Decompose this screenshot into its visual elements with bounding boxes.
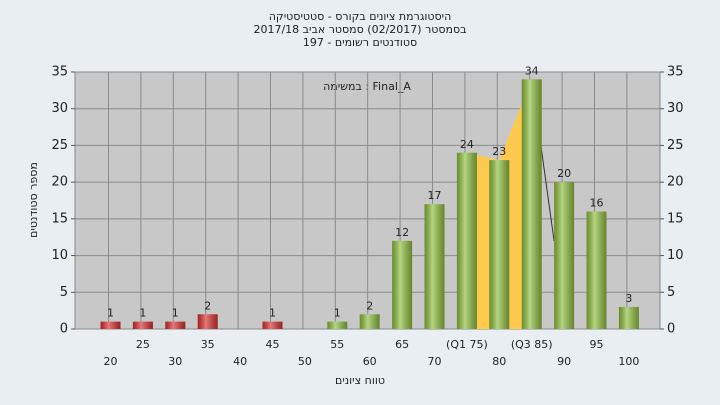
chart-subtitle: בסמסטר (02/2017) סמסטר אביב 2017/18 — [253, 23, 466, 36]
x-tick-label: 45 — [266, 338, 280, 351]
bar-shade — [327, 321, 348, 329]
data-label: 1 — [269, 307, 276, 320]
data-label: 1 — [172, 307, 179, 320]
x-tick-label: 20 — [104, 355, 118, 368]
y2-tick-label: 10 — [667, 248, 684, 263]
data-label: 3 — [625, 292, 632, 305]
x-axis-label: טווח ציונים — [335, 374, 385, 387]
y-tick-label: 20 — [51, 175, 68, 190]
x-tick-label: (Q1 75) — [446, 338, 488, 351]
chart-subtitle: סטודנטים רשומים - 197 — [303, 36, 417, 49]
y2-tick-label: 0 — [667, 322, 675, 337]
y-tick-label: 0 — [60, 322, 68, 337]
data-label: 1 — [107, 307, 114, 320]
bar-shade — [262, 321, 283, 329]
x-tick-label: 50 — [298, 355, 312, 368]
data-label: 23 — [492, 145, 506, 158]
y2-tick-label: 25 — [667, 138, 684, 153]
x-tick-label: 35 — [201, 338, 215, 351]
data-label: 1 — [139, 307, 146, 320]
chart-title: היסטוגרמת ציונים בקורס - סטטיסטיקה — [269, 10, 452, 23]
y-tick-label: 25 — [51, 138, 68, 153]
bar-shade — [521, 79, 542, 329]
x-tick-label: 55 — [330, 338, 344, 351]
bar-shade — [456, 152, 477, 329]
bar-shade — [489, 160, 510, 329]
x-tick-label: 65 — [395, 338, 409, 351]
y-tick-label: 35 — [51, 65, 68, 80]
x-tick-label: 30 — [168, 355, 182, 368]
data-label: 20 — [557, 167, 571, 180]
y2-tick-label: 20 — [667, 175, 684, 190]
y-tick-label: 10 — [51, 248, 68, 263]
x-tick-label: 60 — [363, 355, 377, 368]
x-tick-label: 70 — [428, 355, 442, 368]
data-label: 24 — [460, 138, 474, 151]
bar-shade — [554, 182, 575, 329]
data-label: 34 — [525, 64, 539, 77]
data-label: 2 — [366, 299, 373, 312]
bar-shade — [424, 204, 445, 329]
data-label: 12 — [395, 226, 409, 239]
data-label: 16 — [590, 197, 604, 210]
bar-shade — [165, 321, 186, 329]
x-tick-label: 25 — [136, 338, 150, 351]
bar-shade — [197, 314, 218, 329]
y-tick-label: 30 — [51, 101, 68, 116]
bar-shade — [359, 314, 380, 329]
bar-shade — [586, 211, 607, 329]
x-tick-label: 80 — [492, 355, 506, 368]
bar-shade — [132, 321, 153, 329]
y2-tick-label: 35 — [667, 65, 684, 80]
data-label: 2 — [204, 299, 211, 312]
y2-tick-label: 30 — [667, 101, 684, 116]
data-label: 1 — [334, 307, 341, 320]
y-tick-label: 15 — [51, 211, 68, 226]
y-axis-label: מספר סטודנטים — [27, 162, 40, 238]
x-tick-label: (Q3 85) — [511, 338, 553, 351]
y2-tick-label: 15 — [667, 211, 684, 226]
x-tick-label: 95 — [590, 338, 604, 351]
x-tick-label: 40 — [233, 355, 247, 368]
bar-shade — [392, 240, 413, 329]
y2-tick-label: 5 — [667, 285, 675, 300]
bar-shade — [618, 306, 639, 329]
x-tick-label: 90 — [557, 355, 571, 368]
y-tick-label: 5 — [60, 285, 68, 300]
x-tick-label: 100 — [618, 355, 639, 368]
bar-shade — [100, 321, 121, 329]
data-label: 17 — [428, 189, 442, 202]
